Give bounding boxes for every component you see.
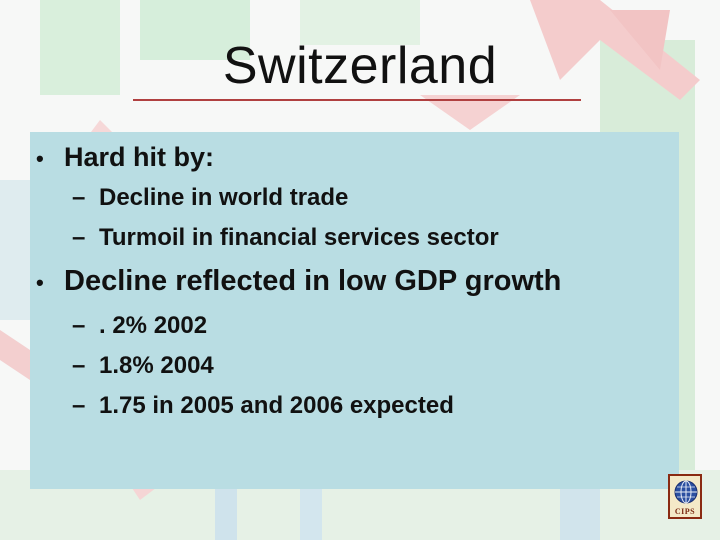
subitem-text: . 2% 2002: [99, 312, 208, 339]
dash-marker: –: [72, 392, 86, 419]
subitem-gdp-2002: – . 2% 2002: [72, 312, 207, 340]
bullet-text: Hard hit by:: [64, 142, 215, 172]
dash-marker: –: [72, 352, 86, 379]
slide-title: Switzerland: [222, 37, 498, 95]
dash-marker: –: [72, 312, 86, 339]
subitem-text: Turmoil in financial services sector: [99, 224, 499, 251]
subitem-world-trade: – Decline in world trade: [72, 184, 348, 212]
bullet-text: Decline reflected in low GDP growth: [64, 265, 562, 297]
subitem-text: 1.75 in 2005 and 2006 expected: [99, 392, 454, 419]
bullet-marker: •: [36, 270, 44, 295]
bullet-hard-hit: • Hard hit by:: [36, 142, 214, 173]
globe-icon: [674, 480, 698, 504]
subitem-gdp-expected: – 1.75 in 2005 and 2006 expected: [72, 392, 454, 420]
subitem-text: Decline in world trade: [99, 184, 349, 211]
dash-marker: –: [72, 184, 86, 211]
dash-marker: –: [72, 224, 86, 251]
logo-lettering: CIPS: [674, 507, 696, 516]
bullet-gdp-decline: • Decline reflected in low GDP growth: [36, 265, 561, 298]
subitem-financial-services: – Turmoil in financial services sector: [72, 224, 499, 252]
bullet-marker: •: [36, 146, 44, 171]
content-panel: [30, 132, 679, 489]
subitem-gdp-2004: – 1.8% 2004: [72, 352, 214, 380]
cips-logo: CIPS: [668, 474, 702, 519]
subitem-text: 1.8% 2004: [99, 352, 214, 379]
title-underline: [133, 99, 581, 101]
